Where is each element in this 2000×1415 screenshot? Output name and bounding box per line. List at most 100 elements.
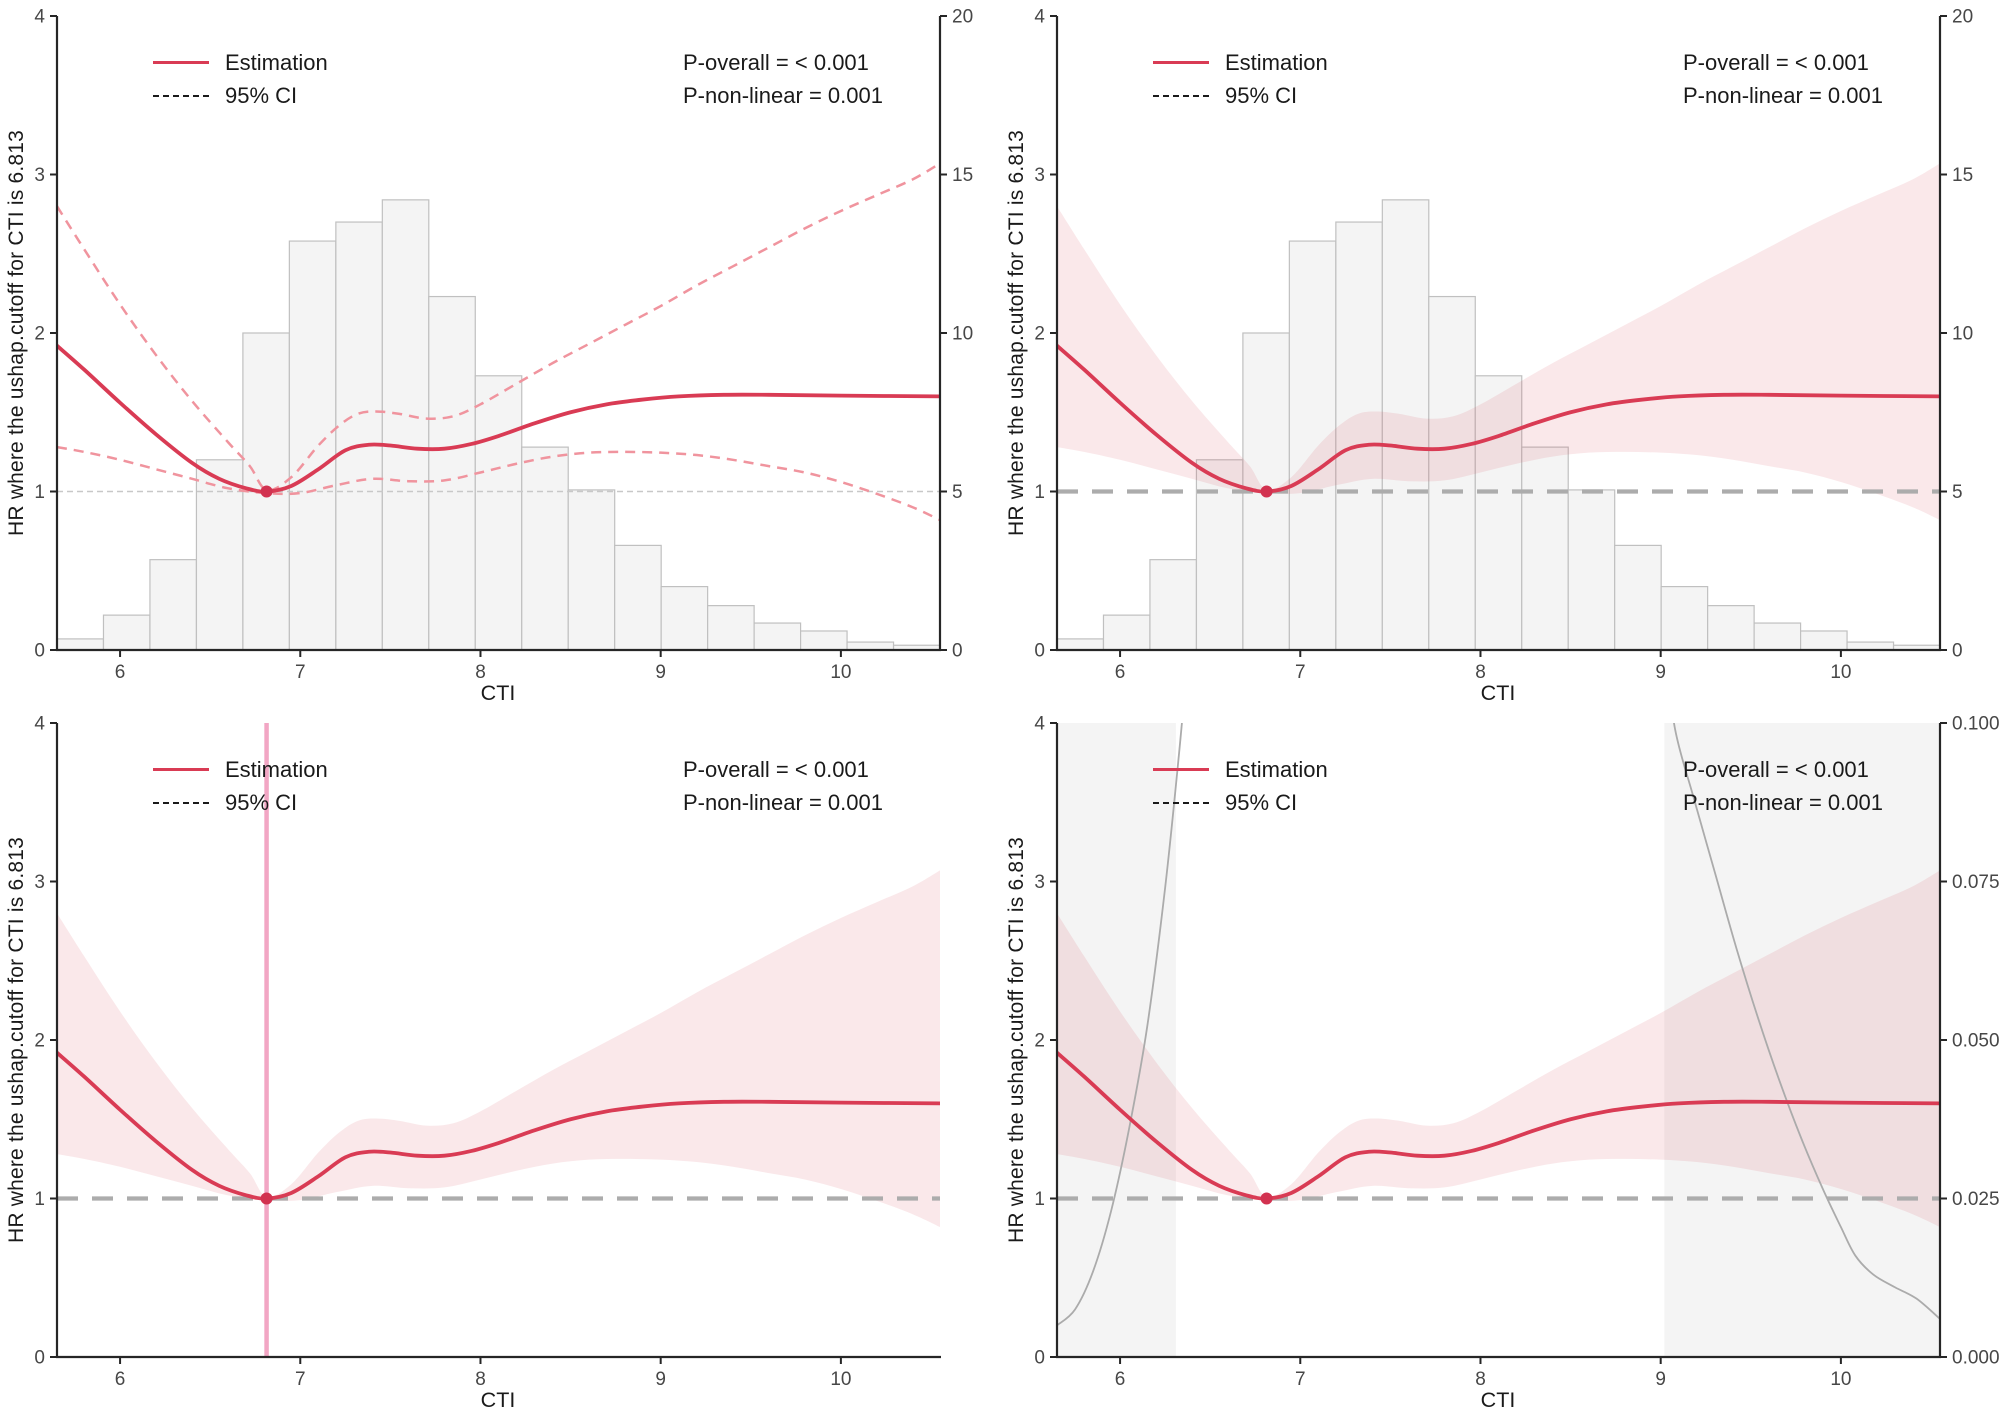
- confidence-ribbon: [1057, 870, 1940, 1228]
- cutoff-point-dot: [260, 1192, 273, 1205]
- histogram-bar: [1102, 614, 1151, 650]
- histogram-bar: [1846, 641, 1895, 650]
- density-tick-label: 0.000: [1952, 1348, 2000, 1369]
- estimation-line: [57, 343, 940, 494]
- x-tick-label: 6: [115, 1369, 126, 1390]
- legend-item-ci: 95% CI: [1153, 79, 1328, 112]
- y-tick-label: 2: [1034, 1031, 1045, 1052]
- legend-item-estimation: Estimation: [1153, 753, 1328, 786]
- histogram-bar: [381, 199, 430, 650]
- estimation-line-swatch: [153, 61, 209, 64]
- x-tick-label: 6: [1115, 1369, 1126, 1390]
- y-tick-label: 2: [1034, 324, 1045, 345]
- legend-item-estimation: Estimation: [153, 46, 328, 79]
- count-tick-label: 0: [952, 641, 963, 662]
- legend-item-estimation: Estimation: [1153, 46, 1328, 79]
- y-tick-label: 4: [34, 714, 45, 735]
- cutoff-point-dot: [1260, 1192, 1273, 1205]
- y-tick-label: 2: [34, 1031, 45, 1052]
- y-tick-label: 1: [34, 1189, 45, 1210]
- histogram-bar: [614, 544, 662, 650]
- histogram-bar: [567, 489, 616, 650]
- y-tick-label: 1: [1034, 1189, 1045, 1210]
- plot-area: [57, 723, 940, 1357]
- y-tick-label: 3: [34, 872, 45, 893]
- legend-item-estimation: Estimation: [153, 753, 328, 786]
- histogram-bar: [1335, 221, 1383, 650]
- y-axis-title: HR where the ushap.cutoff for CTI is 6.8…: [5, 129, 28, 537]
- x-tick-label: 9: [1655, 662, 1666, 683]
- plot-area: [57, 162, 940, 650]
- density-tick-label: 0.050: [1952, 1031, 2000, 1052]
- ci-line-swatch: [1153, 801, 1209, 804]
- histogram-bar: [707, 605, 755, 650]
- legend-label: Estimation: [1225, 49, 1328, 75]
- histogram-bar: [428, 295, 476, 650]
- x-tick-label: 7: [295, 1369, 306, 1390]
- plot-area: [1057, 723, 1940, 1357]
- ci-line-swatch: [153, 801, 209, 804]
- confidence-ribbon: [57, 870, 940, 1228]
- estimation-line-swatch: [1153, 768, 1209, 771]
- distribution-tail-band: [1057, 723, 1176, 1357]
- histogram-bar: [799, 630, 848, 650]
- legend-label: 95% CI: [1225, 789, 1298, 815]
- count-tick-label: 5: [1952, 482, 1963, 503]
- plot-area: [1057, 163, 1940, 650]
- x-tick-label: 9: [655, 1369, 666, 1390]
- histogram-bar: [660, 585, 709, 650]
- p-nonlinear-text: P-non-linear = 0.001: [683, 83, 883, 108]
- x-tick-label: 9: [655, 662, 666, 683]
- density-tick-label: 0.075: [1952, 872, 2000, 893]
- x-axis-title: CTI: [480, 1388, 516, 1412]
- p-overall-text: P-overall = < 0.001: [1683, 50, 1869, 75]
- y-axis-title: HR where the ushap.cutoff for CTI is 6.8…: [5, 836, 28, 1244]
- legend-label: 95% CI: [225, 789, 298, 815]
- histogram-bar: [1567, 489, 1616, 650]
- x-tick-label: 10: [1830, 662, 1851, 683]
- density-tick-label: 0.100: [1952, 714, 2000, 735]
- distribution-tail-band: [1664, 723, 1940, 1357]
- p-nonlinear-text: P-non-linear = 0.001: [683, 790, 883, 815]
- y-tick-label: 0: [1034, 641, 1045, 662]
- count-tick-label: 10: [952, 324, 973, 345]
- legend: Estimation 95% CI: [153, 753, 328, 819]
- p-overall-text: P-overall = < 0.001: [1683, 757, 1869, 782]
- legend-item-ci: 95% CI: [153, 79, 328, 112]
- count-tick-label: 0: [1952, 641, 1963, 662]
- x-tick-label: 7: [295, 662, 306, 683]
- histogram-bar: [1799, 630, 1848, 650]
- count-tick-label: 5: [952, 482, 963, 503]
- histogram-bar: [288, 240, 337, 650]
- count-tick-label: 10: [1952, 324, 1973, 345]
- y-axis-title: HR where the ushap.cutoff for CTI is 6.8…: [1005, 836, 1028, 1244]
- axes: 0 1 2 3 4 6 7 8 9 10 0.000 0.025 0.050 0.075 0.100: [1034, 714, 1999, 1391]
- p-overall-text: P-overall = < 0.001: [683, 757, 869, 782]
- axes: 0 1 2 3 4 6 7 8 9 10 0 5 10 15 20: [34, 7, 973, 684]
- y-tick-label: 1: [1034, 482, 1045, 503]
- estimation-line: [1057, 1050, 1940, 1201]
- legend-item-ci: 95% CI: [153, 786, 328, 819]
- legend-label: 95% CI: [225, 82, 298, 108]
- x-tick-label: 6: [1115, 662, 1126, 683]
- x-tick-label: 6: [115, 662, 126, 683]
- histogram-bar: [1057, 638, 1105, 650]
- estimation-line: [57, 1050, 940, 1201]
- y-tick-label: 3: [34, 165, 45, 186]
- legend-label: Estimation: [225, 49, 328, 75]
- x-tick-label: 9: [1655, 1369, 1666, 1390]
- confidence-ribbon: [1057, 163, 1940, 521]
- p-value-annotations: P-overall = < 0.001 P-non-linear = 0.001: [683, 753, 883, 819]
- panel-top-left: 0 1 2 3 4 6 7 8 9 10 0 5 10 15 20 HR where the ushap.c…: [0, 0, 1000, 707]
- y-tick-label: 0: [34, 1348, 45, 1369]
- histogram-bar: [1149, 559, 1198, 650]
- histogram-bar: [149, 559, 198, 650]
- histogram-bar: [1428, 295, 1476, 650]
- x-tick-label: 8: [1475, 662, 1486, 683]
- histogram-bar: [521, 446, 569, 650]
- count-tick-label: 20: [1952, 7, 1973, 28]
- p-overall-text: P-overall = < 0.001: [683, 50, 869, 75]
- cutoff-point-dot: [1260, 485, 1273, 498]
- y-tick-label: 2: [34, 324, 45, 345]
